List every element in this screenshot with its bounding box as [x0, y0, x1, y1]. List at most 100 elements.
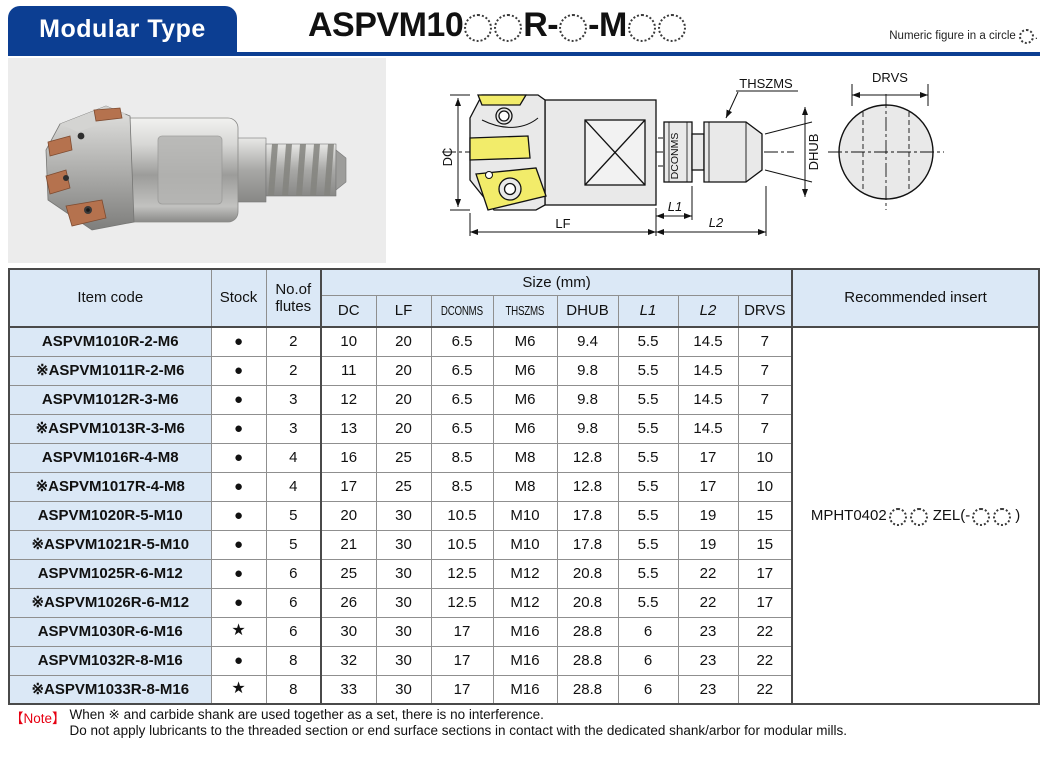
col-header-l2: L2	[677, 295, 739, 328]
dhub-cell: 20.8	[556, 587, 619, 618]
flutes-cell: 8	[265, 674, 322, 705]
lf-cell: 20	[375, 413, 432, 444]
table-row: ASPVM1032R-8-M16 ● 8 32 30 17 M16 28.8 6 23 22	[8, 645, 1039, 676]
dconms-cell: 6.5	[430, 355, 494, 386]
dhub-cell: 12.8	[556, 471, 619, 502]
flutes-cell: 5	[265, 500, 322, 531]
stock-cell: ●	[210, 558, 267, 589]
product-code-title: ASPVM10 R- -M	[308, 6, 687, 45]
dim-label-l2: L2	[709, 215, 724, 230]
item-code-cell: ※ASPVM1026R-6-M12	[8, 587, 212, 618]
dhub-cell: 9.8	[556, 384, 619, 415]
l1-cell: 5.5	[617, 471, 679, 502]
flutes-cell: 2	[265, 355, 322, 386]
l1-cell: 5.5	[617, 355, 679, 386]
dconms-cell: 6.5	[430, 413, 494, 444]
l2-cell: 19	[677, 500, 739, 531]
col-header-l1: L1	[617, 295, 679, 328]
note-label: 【Note】	[10, 711, 66, 726]
stock-cell: ★	[210, 616, 267, 647]
l2-cell: 17	[677, 442, 739, 473]
col-header-dhub: DHUB	[556, 295, 619, 328]
col-header-lf: LF	[375, 295, 432, 328]
l1-cell: 5.5	[617, 500, 679, 531]
table-row: ASPVM1010R-2-M6 ● 2 10 20 6.5 M6 9.4 5.5…	[8, 326, 1040, 705]
l1-cell: 6	[617, 674, 679, 705]
item-code-cell: ※ASPVM1017R-4-M8	[8, 471, 212, 502]
dimension-drawing: DC LF DCONMS THSZMS DHUB L1 L2 DRVS	[440, 70, 944, 236]
dconms-cell: 8.5	[430, 442, 494, 473]
footnote: 【Note】 When ※ and carbide shank are used…	[10, 707, 847, 739]
item-code-cell: ※ASPVM1033R-8-M16	[8, 674, 212, 705]
insert-part3: )	[1015, 506, 1021, 524]
l2-cell: 23	[677, 616, 739, 647]
dhub-cell: 28.8	[556, 674, 619, 705]
stock-cell: ●	[210, 500, 267, 531]
dconms-cell: 8.5	[430, 471, 494, 502]
l1-cell: 5.5	[617, 326, 679, 357]
drvs-cell: 7	[737, 355, 794, 386]
lf-cell: 20	[375, 384, 432, 415]
thszms-cell: M12	[492, 558, 558, 589]
table-row: ※ASPVM1017R-4-M8 ● 4 17 25 8.5 M8 12.8 5.5 17 10	[8, 471, 1039, 502]
flutes-cell: 3	[265, 413, 322, 444]
flutes-cell: 4	[265, 471, 322, 502]
col-header-dconms: DCONMS	[430, 295, 494, 328]
lf-cell: 30	[375, 587, 432, 618]
stock-cell: ●	[210, 529, 267, 560]
circle-legend-period: .	[1034, 30, 1038, 42]
flutes-cell: 5	[265, 529, 322, 560]
dc-cell: 26	[320, 587, 377, 618]
item-code-cell: ASPVM1012R-3-M6	[8, 384, 212, 415]
thszms-cell: M6	[492, 384, 558, 415]
item-code-cell: ASPVM1020R-5-M10	[8, 500, 212, 531]
circle-legend-text: Numeric figure in a circle	[889, 30, 1016, 42]
header-accent-line	[8, 52, 1040, 56]
col-header-flutes: No.of flutes	[265, 268, 322, 328]
l1-cell: 5.5	[617, 529, 679, 560]
flutes-cell: 2	[265, 326, 322, 357]
dconms-cell: 12.5	[430, 558, 494, 589]
dconms-cell: 17	[430, 616, 494, 647]
drvs-cell: 7	[737, 384, 794, 415]
item-code-cell: ※ASPVM1013R-3-M6	[8, 413, 212, 444]
dim-label-drvs: DRVS	[872, 70, 908, 85]
l1-cell: 5.5	[617, 384, 679, 415]
l1-cell: 6	[617, 616, 679, 647]
table-row: ASPVM1020R-5-M10 ● 5 20 30 10.5 M10 17.8 5.5 19 15	[8, 500, 1039, 531]
dim-label-lf: LF	[555, 216, 570, 231]
stock-cell: ●	[210, 384, 267, 415]
col-header-stock: Stock	[210, 268, 267, 328]
col-header-thszms: THSZMS	[492, 295, 558, 328]
stock-cell: ★	[210, 674, 267, 705]
dhub-cell: 9.8	[556, 413, 619, 444]
dconms-cell: 6.5	[430, 326, 494, 357]
item-code-cell: ASPVM1016R-4-M8	[8, 442, 212, 473]
drvs-cell: 10	[737, 471, 794, 502]
dim-label-dc: DC	[440, 148, 455, 167]
flutes-cell: 6	[265, 558, 322, 589]
thszms-cell: M6	[492, 326, 558, 357]
drvs-cell: 10	[737, 442, 794, 473]
title-part1: ASPVM10	[308, 6, 464, 44]
drvs-cell: 22	[737, 674, 794, 705]
modular-type-tab: Modular Type	[8, 6, 237, 52]
table-row: ※ASPVM1013R-3-M6 ● 3 13 20 6.5 M6 9.8 5.5 14.5 7	[8, 413, 1039, 444]
lf-cell: 30	[375, 645, 432, 676]
drvs-cell: 15	[737, 500, 794, 531]
l2-cell: 14.5	[677, 326, 739, 357]
item-code-cell: ASPVM1025R-6-M12	[8, 558, 212, 589]
thszms-cell: M10	[492, 500, 558, 531]
col-header-recommended-insert: Recommended insert	[791, 268, 1040, 328]
thszms-cell: M8	[492, 471, 558, 502]
item-code-cell: ASPVM1030R-6-M16	[8, 616, 212, 647]
blank-circle-icon	[993, 507, 1012, 526]
l2-cell: 22	[677, 587, 739, 618]
l1-cell: 5.5	[617, 413, 679, 444]
flutes-cell: 3	[265, 384, 322, 415]
thszms-cell: M10	[492, 529, 558, 560]
drvs-cell: 22	[737, 645, 794, 676]
stock-cell: ●	[210, 326, 267, 357]
dc-cell: 12	[320, 384, 377, 415]
